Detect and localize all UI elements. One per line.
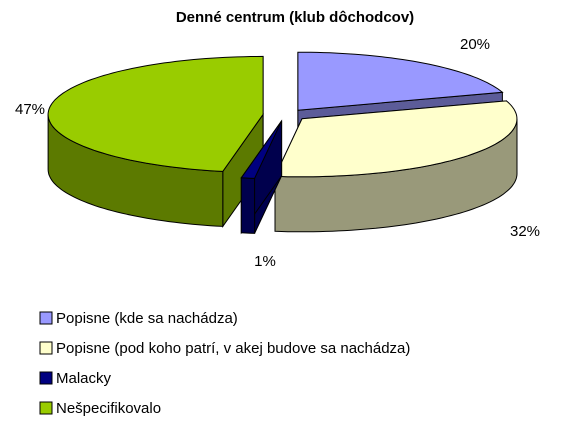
pie-slice [240,119,283,235]
legend-label: Popisne (kde sa nachádza) [56,310,238,327]
slice-wall [240,177,256,234]
slice-top [274,100,518,178]
slice-top [240,120,283,179]
legend-swatch [39,371,53,385]
data-label: 32% [510,223,540,240]
legend-swatch [39,311,53,325]
legend-swatch [39,401,53,415]
pie-slice [47,55,264,228]
legend-label: Nešpecifikovalo [56,400,161,417]
slice-top [297,51,504,111]
legend-swatch [39,341,53,355]
slice-top [47,55,264,172]
data-label: 20% [460,36,490,53]
pie-slice [274,100,518,233]
chart-title: Denné centrum (klub dôchodcov) [176,9,414,26]
data-label: 47% [15,101,45,118]
legend-label: Popisne (pod koho patrí, v akej budove s… [56,340,410,357]
legend-label: Malacky [56,370,112,387]
data-label: 1% [254,253,276,270]
